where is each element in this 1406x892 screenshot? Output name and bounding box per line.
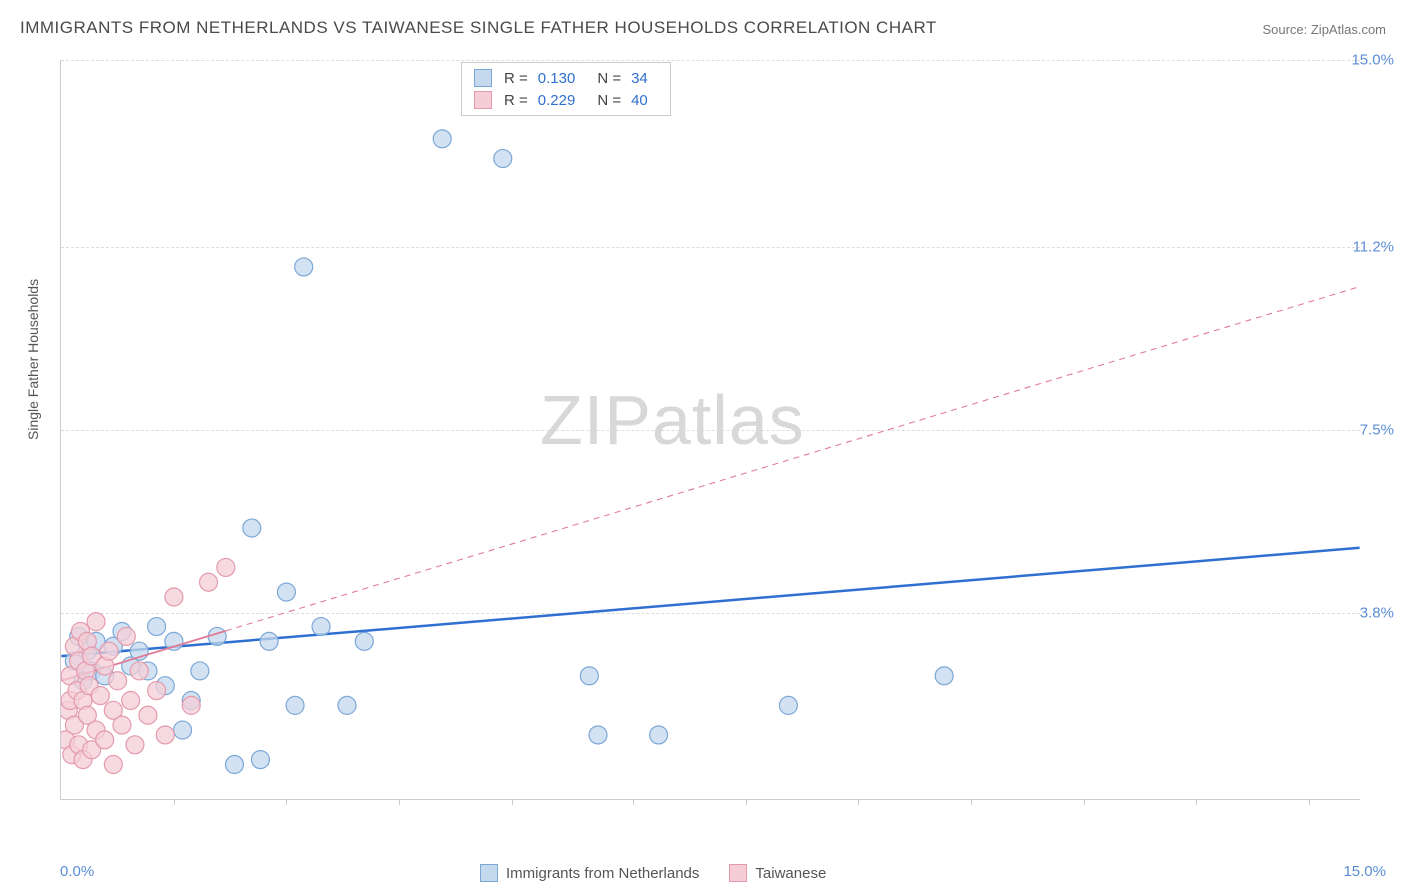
x-tick: [286, 799, 287, 805]
data-point: [117, 627, 135, 645]
data-point: [935, 667, 953, 685]
x-tick: [174, 799, 175, 805]
x-tick: [633, 799, 634, 805]
data-point: [338, 696, 356, 714]
legend-bottom: Immigrants from Netherlands Taiwanese: [480, 864, 826, 882]
data-point: [113, 716, 131, 734]
data-point: [104, 756, 122, 774]
x-tick: [1196, 799, 1197, 805]
y-tick-label: 3.8%: [1360, 604, 1394, 621]
data-point: [165, 588, 183, 606]
data-point: [779, 696, 797, 714]
stat-r-label: R =: [504, 92, 528, 109]
legend-label: Immigrants from Netherlands: [506, 865, 699, 882]
legend-item: Taiwanese: [729, 864, 826, 882]
stat-n-label: N =: [597, 70, 621, 87]
data-point: [217, 558, 235, 576]
data-point: [355, 632, 373, 650]
data-point: [260, 632, 278, 650]
x-tick: [1084, 799, 1085, 805]
x-tick: [512, 799, 513, 805]
y-axis-label: Single Father Households: [25, 279, 41, 440]
legend-item: Immigrants from Netherlands: [480, 864, 699, 882]
data-point: [126, 736, 144, 754]
data-point: [433, 130, 451, 148]
data-point: [174, 721, 192, 739]
data-point: [208, 627, 226, 645]
data-point: [109, 672, 127, 690]
legend-stats-row: R = 0.130 N = 34: [474, 67, 658, 89]
data-point: [200, 573, 218, 591]
source-label: Source: ZipAtlas.com: [1262, 22, 1386, 37]
data-point: [286, 696, 304, 714]
stat-r-value: 0.229: [538, 92, 576, 109]
data-point: [225, 756, 243, 774]
legend-swatch: [474, 69, 492, 87]
data-point: [87, 613, 105, 631]
x-tick: [399, 799, 400, 805]
data-point: [494, 150, 512, 168]
stat-n-value: 34: [631, 70, 648, 87]
data-point: [130, 662, 148, 680]
x-axis-min-label: 0.0%: [60, 863, 94, 880]
data-point: [191, 662, 209, 680]
data-point: [156, 726, 174, 744]
data-point: [295, 258, 313, 276]
data-point: [100, 642, 118, 660]
data-point: [312, 618, 330, 636]
legend-label: Taiwanese: [755, 865, 826, 882]
legend-stats-row: R = 0.229 N = 40: [474, 89, 658, 111]
stat-r-label: R =: [504, 70, 528, 87]
y-tick-label: 7.5%: [1360, 422, 1394, 439]
x-tick: [746, 799, 747, 805]
legend-swatch: [474, 91, 492, 109]
data-point: [122, 691, 140, 709]
data-point: [148, 682, 166, 700]
data-point: [182, 696, 200, 714]
x-tick: [858, 799, 859, 805]
stat-n-label: N =: [597, 92, 621, 109]
data-point: [650, 726, 668, 744]
x-tick: [971, 799, 972, 805]
stat-r-value: 0.130: [538, 70, 576, 87]
legend-stats: R = 0.130 N = 34 R = 0.229 N = 40: [461, 62, 671, 116]
legend-swatch: [480, 864, 498, 882]
x-axis-max-label: 15.0%: [1343, 863, 1386, 880]
legend-swatch: [729, 864, 747, 882]
data-point: [91, 687, 109, 705]
chart-svg: [61, 60, 1360, 799]
trend-line-dashed: [226, 287, 1360, 631]
data-point: [148, 618, 166, 636]
data-point: [277, 583, 295, 601]
x-tick: [1309, 799, 1310, 805]
data-point: [580, 667, 598, 685]
data-point: [243, 519, 261, 537]
trend-line: [61, 548, 1359, 656]
data-point: [589, 726, 607, 744]
plot-area: R = 0.130 N = 34 R = 0.229 N = 40: [60, 60, 1360, 800]
data-point: [139, 706, 157, 724]
data-point: [96, 731, 114, 749]
stat-n-value: 40: [631, 92, 648, 109]
data-point: [251, 751, 269, 769]
chart-title: IMMIGRANTS FROM NETHERLANDS VS TAIWANESE…: [20, 18, 937, 38]
